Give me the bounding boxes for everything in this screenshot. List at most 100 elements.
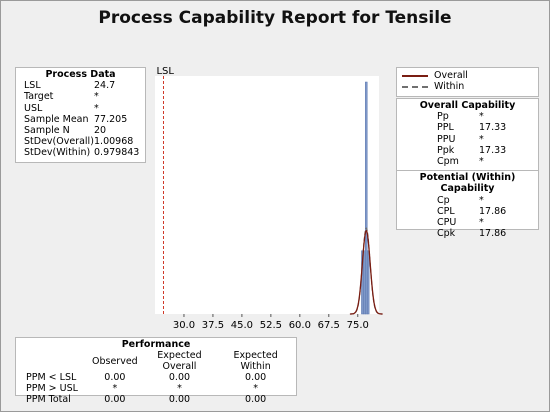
overall-capability-row: Cpm *	[397, 156, 538, 167]
performance-expected-within: 0.00	[245, 372, 267, 384]
capability-histogram: LSL 30.0 37.5 45.0 52.5 60.0 67.5 75.0	[155, 66, 383, 331]
performance-row-label: PPM < LSL	[26, 372, 77, 384]
performance-expected-overall: 0.00	[168, 394, 191, 406]
process-data-value: *	[94, 91, 99, 103]
x-tick-label: 60.0	[289, 320, 311, 331]
process-data-label: StDev(Within)	[24, 147, 91, 159]
performance-col-header: Expected Within	[233, 350, 278, 373]
capability-label: CPU	[437, 217, 457, 229]
process-data-row: LSL 24.7	[16, 80, 145, 91]
capability-label: PPU	[437, 133, 456, 145]
x-tick-label: 45.0	[231, 320, 253, 331]
process-data-label: LSL	[24, 80, 41, 92]
process-data-value: 24.7	[94, 80, 116, 92]
histogram-bar	[366, 250, 370, 315]
performance-heading: Performance	[121, 339, 191, 350]
performance-row-label: PPM Total	[26, 394, 71, 406]
capability-value: *	[479, 217, 484, 229]
capability-panel: Overall Capability Pp * PPL 17.33 PPU * Ppk…	[396, 98, 539, 239]
process-data-value: 1.00968	[94, 136, 134, 148]
process-data-row: StDev(Overall) 1.00968	[16, 136, 145, 147]
potential-capability-row: CPU *	[397, 217, 538, 228]
capability-label: Ppk	[437, 144, 455, 156]
process-data-label: Sample N	[24, 125, 70, 137]
histogram-bar	[363, 250, 366, 315]
capability-value: 17.86	[479, 205, 507, 217]
performance-observed: 0.00	[104, 394, 126, 406]
capability-value: *	[479, 133, 484, 145]
process-data-value: 0.979843	[94, 147, 140, 159]
capability-label: PPL	[437, 122, 454, 134]
overall-capability-row: PPU *	[397, 134, 538, 145]
potential-capability-row: Cp *	[397, 195, 538, 206]
performance-row: PPM > USL * * *	[26, 383, 296, 394]
process-data-label: Sample Mean	[24, 113, 89, 125]
capability-label: Pp	[437, 111, 449, 123]
performance-observed: *	[112, 383, 118, 395]
x-tick-label: 67.5	[318, 320, 340, 331]
x-tick-label: 75.0	[347, 320, 369, 331]
process-data-label: StDev(Overall)	[24, 136, 94, 148]
overall-line-swatch	[402, 74, 428, 77]
performance-row: PPM Total 0.00 0.00 0.00	[26, 394, 296, 405]
within-line-swatch	[402, 85, 428, 88]
potential-capability-row: Cpk 17.86	[397, 228, 538, 239]
performance-expected-within: *	[253, 383, 258, 395]
performance-row-label: PPM > USL	[26, 383, 78, 395]
report-title: Process Capability Report for Tensile	[98, 8, 452, 28]
capability-label: Cp	[437, 194, 450, 206]
performance-row: PPM < LSL 0.00 0.00 0.00	[26, 372, 296, 383]
capability-value: 17.33	[479, 122, 507, 134]
performance-header-row: Observed Expected Overall Expected Withi…	[26, 350, 296, 372]
legend-item-overall: Overall	[397, 70, 538, 81]
process-data-panel: Process Data LSL 24.7 Target * USL * Sample…	[15, 67, 146, 163]
potential-capability-heading: Potential (Within) Capability	[419, 172, 516, 195]
performance-table: Observed Expected Overall Expected Withi…	[26, 350, 296, 405]
lsl-label: LSL	[156, 66, 174, 77]
x-tick-label: 52.5	[260, 320, 282, 331]
process-data-value: 20	[94, 125, 107, 137]
overall-capability-row: Pp *	[397, 111, 538, 122]
histogram-bar	[365, 81, 368, 315]
overall-capability-row: Ppk 17.33	[397, 145, 538, 156]
process-data-heading: Process Data	[45, 69, 116, 80]
capability-label: Cpk	[437, 228, 456, 240]
process-data-label: USL	[24, 102, 43, 114]
process-data-value: 77.205	[94, 113, 128, 125]
performance-col-header: Observed	[92, 355, 138, 367]
process-data-value: *	[94, 102, 99, 114]
process-data-row: Target *	[16, 91, 145, 102]
capability-value: *	[479, 111, 484, 123]
performance-panel: Performance Observed Expected Overall Ex…	[15, 337, 297, 405]
performance-expected-overall: 0.00	[168, 372, 191, 384]
process-data-row: USL *	[16, 103, 145, 114]
legend-item-within: Within	[397, 81, 538, 92]
capability-value: *	[479, 194, 484, 206]
process-data-label: Target	[24, 91, 54, 103]
capability-value: 17.33	[479, 144, 507, 156]
potential-capability-row: CPL 17.86	[397, 206, 538, 217]
performance-col-header	[26, 350, 92, 372]
legend-label-within: Within	[434, 80, 465, 92]
performance-expected-within: 0.00	[245, 394, 267, 406]
capability-value: 17.86	[479, 228, 507, 240]
process-data-row: StDev(Within) 0.979843	[16, 147, 145, 158]
performance-observed: 0.00	[104, 372, 126, 384]
x-tick-label: 37.5	[202, 320, 224, 331]
overall-capability-heading: Overall Capability	[419, 100, 516, 111]
legend-label-overall: Overall	[434, 69, 468, 81]
x-tick-label: 30.0	[173, 320, 195, 331]
capability-value: *	[479, 156, 484, 168]
legend-panel: Overall Within	[396, 67, 539, 97]
overall-capability-row: PPL 17.33	[397, 122, 538, 133]
performance-expected-overall: *	[177, 383, 182, 395]
capability-label: CPL	[437, 205, 455, 217]
process-data-row: Sample N 20	[16, 125, 145, 136]
performance-col-header: Expected Overall	[157, 350, 202, 373]
overall-curve	[349, 229, 383, 315]
process-data-row: Sample Mean 77.205	[16, 114, 145, 125]
plot-area	[155, 76, 379, 314]
capability-divider	[397, 170, 538, 172]
capability-label: Cpm	[437, 156, 459, 168]
